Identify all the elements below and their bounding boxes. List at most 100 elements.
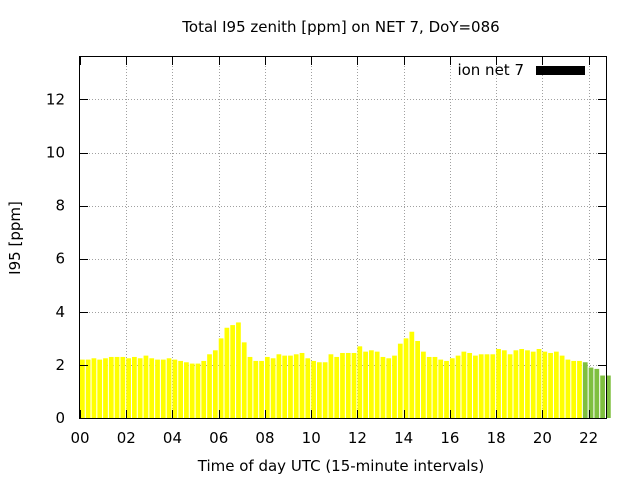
- bar: [126, 358, 131, 418]
- bar: [525, 350, 530, 418]
- bar: [212, 350, 218, 418]
- bar: [501, 350, 507, 418]
- bar: [264, 356, 270, 418]
- x-tick-label: 00: [70, 429, 89, 447]
- legend-label: ion net 7: [457, 61, 524, 79]
- chart-title: Total I95 zenith [ppm] on NET 7, DoY=086: [181, 18, 499, 36]
- y-tick-label: 2: [55, 356, 65, 374]
- bar: [259, 360, 264, 418]
- bar: [328, 354, 334, 418]
- bar: [230, 325, 236, 418]
- bar: [513, 350, 519, 418]
- bar: [80, 359, 85, 418]
- bar: [120, 356, 126, 418]
- bar: [553, 351, 559, 418]
- x-tick-label: 04: [163, 429, 182, 447]
- bar: [432, 356, 438, 418]
- bar: [415, 341, 420, 418]
- legend-swatch: [536, 66, 585, 75]
- bar: [218, 338, 224, 418]
- bar: [363, 351, 368, 418]
- bar: [195, 363, 201, 418]
- x-tick-label: 08: [255, 429, 274, 447]
- x-tick-label: 02: [117, 429, 136, 447]
- x-tick-label: 22: [579, 429, 598, 447]
- bar: [247, 356, 253, 418]
- bar: [536, 348, 542, 418]
- bar: [137, 358, 143, 418]
- bar: [461, 351, 467, 418]
- bar: [397, 343, 403, 418]
- bar: [542, 351, 548, 418]
- axis-ticks: [80, 57, 606, 419]
- bar: [253, 360, 259, 418]
- bar: [478, 354, 484, 418]
- bar: [143, 355, 149, 418]
- bar: [224, 327, 230, 418]
- bar: [467, 352, 473, 418]
- bar: [305, 358, 311, 418]
- bar: [334, 356, 340, 418]
- bar: [311, 360, 316, 418]
- bar: [588, 367, 594, 418]
- bar: [507, 354, 513, 418]
- x-tick-label: 10: [302, 429, 321, 447]
- bar: [345, 352, 351, 418]
- x-tick-label: 06: [209, 429, 228, 447]
- bar: [409, 331, 415, 418]
- bar: [484, 354, 490, 418]
- x-tick-label: 14: [394, 429, 413, 447]
- legend: ion net 7: [457, 61, 585, 79]
- bar: [386, 358, 392, 418]
- bar: [282, 355, 288, 418]
- bar: [103, 358, 108, 418]
- bar: [178, 360, 183, 418]
- x-tick-label: 20: [533, 429, 552, 447]
- bar: [160, 359, 166, 418]
- x-tick-labels: 00 02 04 06 08 10 12 14 16 18 20 22: [70, 429, 598, 447]
- bar: [606, 375, 611, 418]
- bar: [299, 352, 305, 418]
- bar: [155, 359, 160, 418]
- bar: [403, 338, 409, 418]
- bar: [426, 356, 432, 418]
- bar: [449, 358, 455, 418]
- bar: [132, 356, 137, 418]
- bar: [201, 360, 207, 418]
- bar: [473, 355, 478, 418]
- bar: [276, 354, 282, 418]
- x-tick-label: 16: [440, 429, 459, 447]
- bar: [600, 375, 605, 418]
- y-tick-label: 12: [46, 90, 65, 108]
- bar: [184, 362, 189, 418]
- y-axis-label: I95 [ppm]: [6, 201, 24, 275]
- bar: [166, 358, 172, 418]
- bar: [565, 359, 571, 418]
- bar: [172, 359, 178, 418]
- bar: [496, 348, 501, 418]
- bar: [530, 351, 536, 418]
- bar: [357, 346, 363, 418]
- y-tick-label: 4: [55, 303, 65, 321]
- x-axis-label: Time of day UTC (15-minute intervals): [197, 457, 484, 475]
- bar: [316, 362, 322, 418]
- bar: [241, 342, 247, 418]
- bar: [421, 351, 426, 418]
- bar: [571, 360, 577, 418]
- bar: [270, 358, 276, 418]
- bar-series: [80, 322, 611, 418]
- bar: [380, 356, 386, 418]
- bar: [559, 355, 565, 418]
- x-tick-label: 12: [348, 429, 367, 447]
- x-tick-label: 18: [487, 429, 506, 447]
- bar: [114, 356, 120, 418]
- bar: [577, 360, 582, 418]
- y-tick-labels: 0 2 4 6 8 10 12: [46, 90, 65, 427]
- bar: [293, 354, 299, 418]
- bar: [91, 358, 97, 418]
- bar: [322, 362, 328, 418]
- bar: [444, 360, 449, 418]
- bar: [438, 359, 444, 418]
- y-tick-label: 6: [55, 250, 65, 268]
